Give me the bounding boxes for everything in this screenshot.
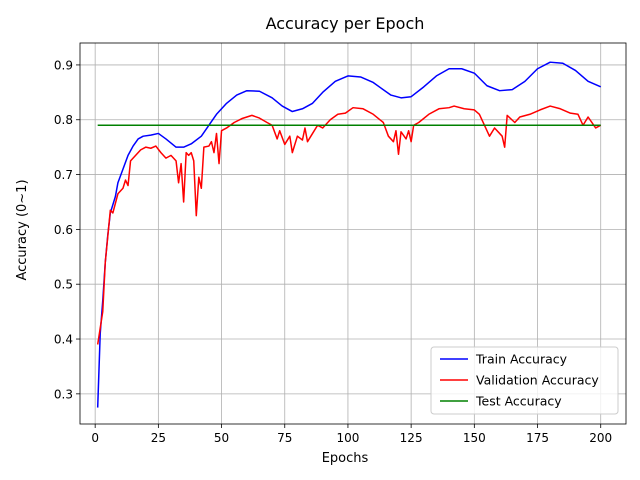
chart-title: Accuracy per Epoch bbox=[266, 14, 425, 33]
y-axis-label: Accuracy (0~1) bbox=[15, 179, 30, 280]
x-tick-label: 0 bbox=[91, 431, 99, 445]
plot-frame bbox=[79, 42, 627, 425]
x-axis-label: Epochs bbox=[322, 451, 369, 466]
validation-accuracy-line bbox=[96, 105, 602, 345]
x-tick-label: 150 bbox=[463, 431, 486, 445]
x-tick-label: 200 bbox=[589, 431, 612, 445]
x-tick-label: 75 bbox=[277, 431, 292, 445]
legend: Train Accuracy Validation Accuracy Test Ac… bbox=[430, 346, 619, 415]
legend-label-train-accuracy: Train Accuracy bbox=[475, 352, 568, 367]
x-tick-label: 25 bbox=[151, 431, 166, 445]
train-accuracy-line bbox=[96, 61, 602, 408]
y-tick-label: 0.8 bbox=[54, 113, 73, 127]
y-tick-label: 0.4 bbox=[54, 333, 73, 347]
legend-label-validation-accuracy: Validation Accuracy bbox=[476, 373, 599, 388]
legend-box bbox=[430, 346, 619, 415]
x-tick-label: 50 bbox=[214, 431, 229, 445]
y-tick-label: 0.5 bbox=[54, 278, 73, 292]
axis-ticks: 0 25 50 75 100 125 150 175 200 0.3 0.4 0.5 0.6 0.7 0.8… bbox=[54, 58, 612, 445]
legend-label-test-accuracy: Test Accuracy bbox=[475, 394, 562, 409]
y-tick-label: 0.7 bbox=[54, 168, 73, 182]
series-lines bbox=[96, 61, 602, 408]
x-tick-label: 175 bbox=[526, 431, 549, 445]
y-tick-label: 0.6 bbox=[54, 223, 73, 237]
y-tick-label: 0.9 bbox=[54, 58, 73, 72]
x-tick-label: 125 bbox=[400, 431, 423, 445]
y-tick-label: 0.3 bbox=[54, 387, 73, 401]
x-tick-label: 100 bbox=[336, 431, 359, 445]
